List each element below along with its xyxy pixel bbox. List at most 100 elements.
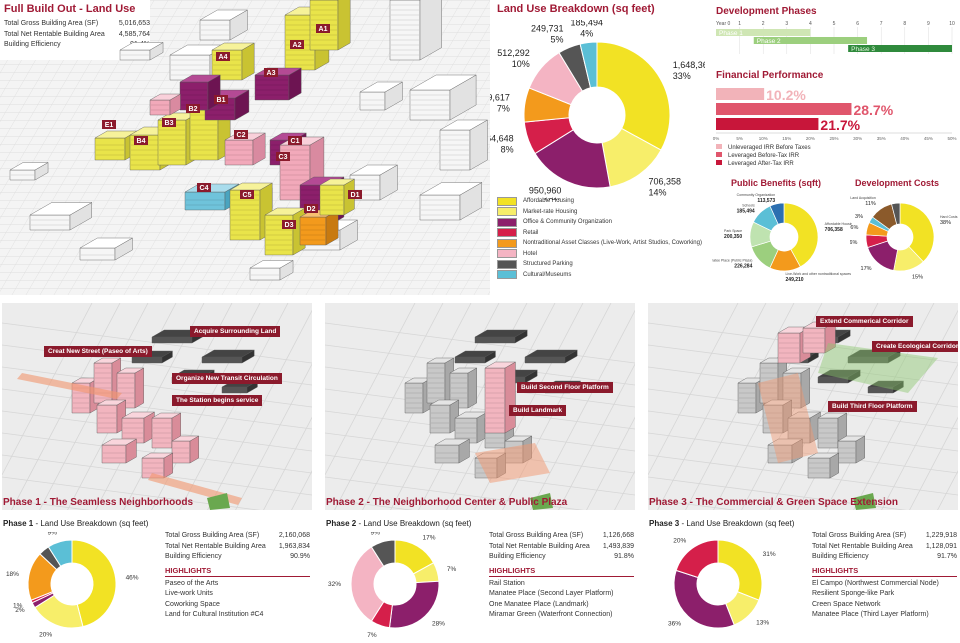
- phase-bar: [848, 45, 952, 52]
- development-building: [94, 137, 126, 161]
- phase-building-top: [171, 435, 200, 442]
- highlights-heading: HIGHLIGHTS: [165, 566, 310, 577]
- phase-building: [101, 444, 127, 464]
- phase-building: [171, 440, 191, 464]
- street-line: [937, 470, 958, 510]
- phase-tick-label: 3: [785, 21, 788, 27]
- development-building: [254, 74, 290, 101]
- street-line: [2, 476, 261, 510]
- street-line: [614, 470, 635, 510]
- ecological-corridor: [818, 343, 938, 393]
- full-build-title: Full Build Out - Land Use: [4, 3, 136, 15]
- street-line: [235, 363, 312, 510]
- financial-tick-label: 0%: [713, 136, 720, 141]
- phase-building-top: [782, 367, 811, 374]
- slice-value-label: 249,210: [786, 277, 804, 283]
- highlight-item: Miramar Green (Waterfront Connection): [489, 611, 613, 618]
- legend-item: Cultural/Museums: [497, 270, 707, 281]
- street-line: [325, 344, 635, 386]
- legend-label: Cultural/Museums: [523, 271, 572, 278]
- block-label: E1: [105, 122, 114, 129]
- acquired-land-block: [474, 336, 516, 344]
- legend-item: Affordable Housing: [497, 196, 707, 207]
- context-building: [79, 247, 116, 261]
- street-line: [325, 388, 635, 430]
- street-line: [263, 416, 312, 510]
- block-label-tag: [214, 95, 228, 104]
- legend-swatch: [497, 207, 517, 217]
- phase1-stats: Total Gross Building Area (SF) 2,160,068 …: [165, 531, 310, 621]
- legend-item: Structured Parking: [497, 259, 707, 270]
- block-label: B1: [217, 97, 226, 104]
- slice-label: 20%: [673, 537, 686, 544]
- block-label: C1: [291, 138, 300, 145]
- financial-bar: [716, 118, 819, 130]
- legend-item: Hotel: [497, 249, 707, 260]
- block-label-tag: [288, 136, 302, 145]
- slice-value-label: 38%: [940, 220, 951, 226]
- block-label-tag: [240, 190, 254, 199]
- slice-label: 20%: [39, 631, 52, 638]
- slice-label: 2%: [15, 607, 25, 614]
- phase2-donut: 17% 7% 28% 7% 32% 9%: [328, 532, 456, 639]
- phase3-callout: Extend Commerical Corridor: [816, 316, 913, 327]
- phase-building-top: [96, 399, 127, 406]
- slice-value-label: 15%: [912, 274, 923, 280]
- slice-percent-label: 10%: [512, 59, 530, 69]
- financial-tick-label: 5%: [736, 136, 743, 141]
- third-platform: [758, 373, 818, 463]
- slice-label: 1%: [13, 603, 23, 610]
- context-building-top: [349, 164, 399, 176]
- financial-legend-swatch: [716, 152, 722, 157]
- street-line: [2, 303, 93, 476]
- slice-value-label: 11%: [865, 201, 876, 207]
- phase3-breakdown-title: Phase 3 - Land Use Breakdown (sq feet): [649, 519, 795, 528]
- slice-percent-label: 7%: [497, 104, 510, 114]
- green-space: [207, 493, 230, 510]
- block-label: B3: [165, 120, 174, 127]
- phase3-panel: Extend Commerical Corridor Create Ecolog…: [648, 303, 958, 510]
- phase-building-top: [101, 438, 138, 446]
- phase-tick-label: 5: [833, 21, 836, 27]
- financial-legend-swatch: [716, 144, 722, 149]
- phase-tick-label: 9: [927, 21, 930, 27]
- phase-building-side: [467, 367, 477, 409]
- phase-buildings: [404, 357, 553, 510]
- slice-percent-label: 19%: [543, 196, 561, 200]
- highlight-item: Manatee Place (Third Layer Platform): [812, 611, 929, 618]
- phase1-donut: 46% 20% 2%1% 18% 9%: [6, 532, 139, 638]
- street-line: [291, 470, 312, 510]
- donut-slice: [71, 539, 117, 628]
- street-line: [2, 498, 91, 510]
- acquired-land-block-top: [474, 329, 528, 338]
- development-building-side: [337, 0, 351, 51]
- donut-slice: [370, 539, 396, 567]
- slice-value-label: 512,292: [497, 48, 530, 58]
- street-line: [325, 498, 414, 510]
- donut-slice: [717, 539, 763, 601]
- slice-percent-label: 14%: [648, 187, 666, 197]
- legend-label: Hotel: [523, 250, 538, 257]
- slice-label: 31%: [763, 551, 776, 558]
- phase1-callout: Creat New Street (Paseo of Arts): [44, 346, 152, 357]
- context-building-top: [119, 42, 164, 51]
- phase-context: [325, 303, 635, 510]
- phase1-breakdown-title: Phase 1 - Land Use Breakdown (sq feet): [3, 519, 149, 528]
- slice-name-label: Land Acquisition: [850, 196, 876, 200]
- phase-building-top: [762, 399, 793, 406]
- phase-building-top: [151, 412, 182, 419]
- donut-slice: [891, 202, 901, 225]
- legend-item: Market-rate Housing: [497, 207, 707, 218]
- block-label-tag: [102, 120, 116, 129]
- phase-building-top: [434, 438, 471, 446]
- phase2-title: Phase 2 - The Neighborhood Center & Publ…: [326, 497, 568, 508]
- context-building-top: [249, 260, 294, 269]
- acquired-land-block: [131, 356, 163, 364]
- donut-slice: [675, 539, 719, 579]
- phase-building-top: [429, 399, 460, 406]
- dev-phases-title: Development Phases: [716, 6, 817, 17]
- financial-tick-label: 45%: [924, 136, 933, 141]
- acquired-land-block-top: [817, 369, 861, 378]
- phase-bar: [716, 29, 811, 36]
